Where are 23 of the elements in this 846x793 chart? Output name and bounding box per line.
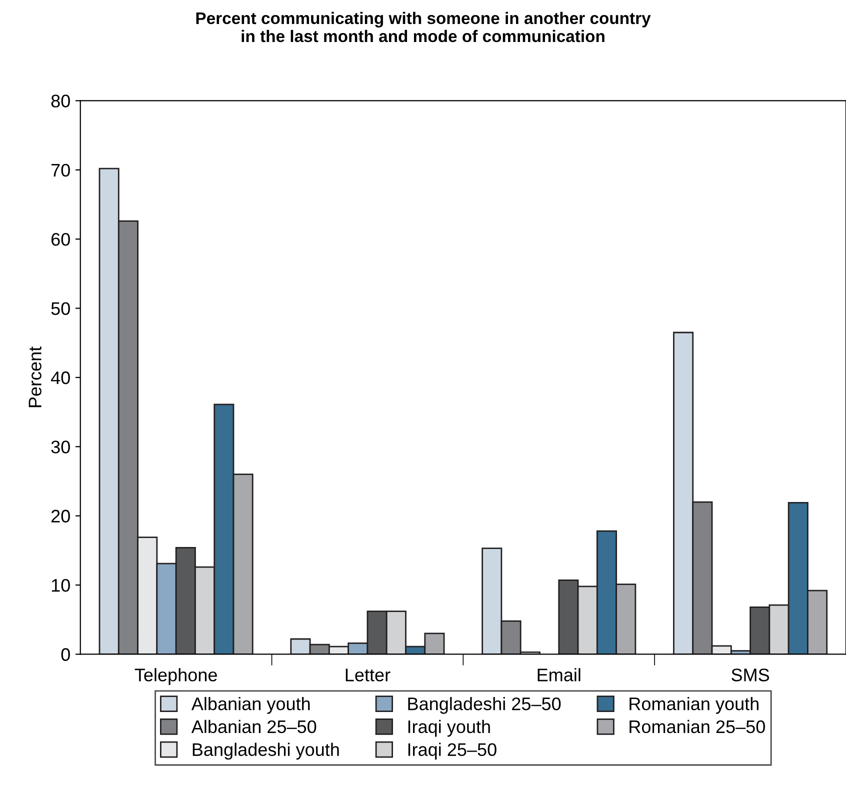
legend-label: Albanian youth — [191, 696, 310, 714]
chart-title: Percent communicating with someone in another country in the last month and mode of communication — [196, 12, 651, 42]
y-tick-label: 50 — [51, 302, 70, 315]
legend-label: Iraqi youth — [408, 720, 490, 737]
y-tick-label: 20 — [51, 510, 70, 523]
y-tick-label: 70 — [51, 164, 70, 177]
legend-label: Bangladeshi 25–50 — [408, 696, 561, 714]
y-tick-label: 0 — [61, 648, 70, 661]
legend-label: Romanian youth — [630, 696, 758, 714]
legend-label: Romanian 25–50 — [630, 720, 765, 734]
y-tick-label: 30 — [51, 440, 70, 454]
legend-label: Iraqi 25–50 — [408, 742, 496, 760]
y-tick-label: 10 — [52, 578, 70, 592]
x-tick-label: Telephone — [134, 668, 217, 685]
legend-label: Albanian 25–50 — [191, 720, 316, 734]
y-tick-label: 80 — [51, 94, 70, 108]
x-tick-label: Email — [538, 668, 580, 682]
x-tick-label: SMS — [732, 668, 770, 682]
x-tick-label: Letter — [346, 668, 390, 682]
y-axis-title: Percent — [28, 346, 42, 408]
y-tick-label: 40 — [50, 371, 70, 384]
legend-label: Bangladeshi youth — [192, 742, 339, 760]
y-tick-label: 60 — [51, 233, 70, 246]
